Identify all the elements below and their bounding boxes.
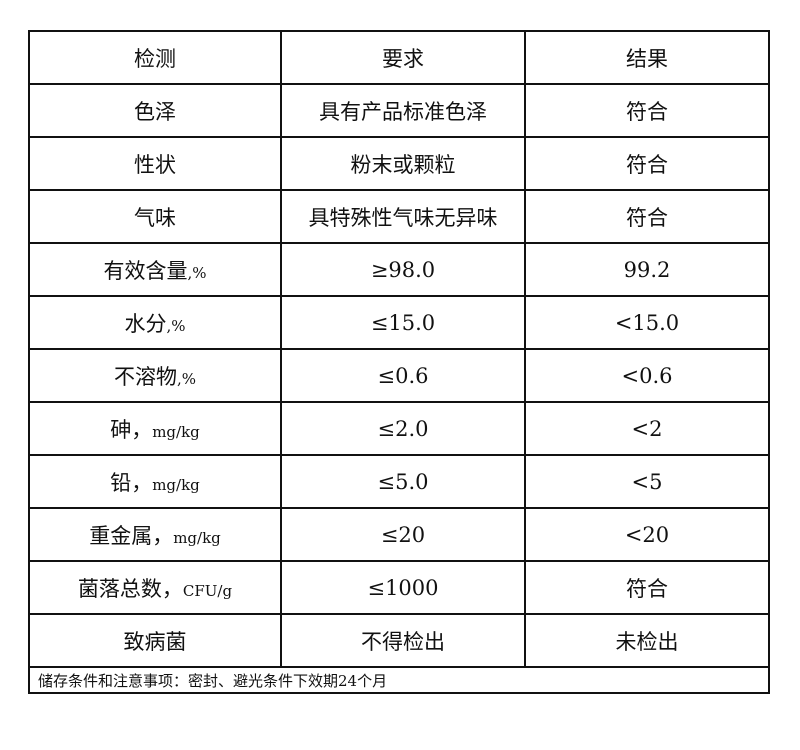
table-row: 性状 粉末或颗粒 符合 (28, 136, 770, 191)
test-item: 重金属， (89, 523, 174, 548)
test-item: 水分 (124, 311, 167, 336)
header-cell-result: 结果 (524, 30, 770, 85)
test-item-cell: 重金属，mg/kg (28, 507, 282, 562)
result-cell: 99.2 (524, 242, 770, 297)
table-row: 菌落总数，CFU/g ≤1000 符合 (28, 560, 770, 615)
test-item-cell: 菌落总数，CFU/g (28, 560, 282, 615)
result-cell: <15.0 (524, 295, 770, 350)
test-item-cell: 性状 (28, 136, 282, 191)
test-unit: ,% (176, 369, 197, 388)
table-row: 有效含量,% ≥98.0 99.2 (28, 242, 770, 297)
result-cell: <2 (524, 401, 770, 456)
requirement-cell: ≤15.0 (280, 295, 526, 350)
requirement-cell: 不得检出 (280, 613, 526, 668)
footer-row: 储存条件和注意事项：密封、避光条件下效期24个月 (28, 666, 770, 694)
test-unit: mg/kg (152, 422, 200, 441)
table-row: 铅，mg/kg ≤5.0 <5 (28, 454, 770, 509)
table-row: 气味 具特殊性气味无异味 符合 (28, 189, 770, 244)
test-unit: mg/kg (152, 475, 200, 494)
header-cell-test: 检测 (28, 30, 282, 85)
result-cell: <20 (524, 507, 770, 562)
test-item-cell: 砷，mg/kg (28, 401, 282, 456)
table-row: 色泽 具有产品标准色泽 符合 (28, 83, 770, 138)
inspection-table: 检测 要求 结果 色泽 具有产品标准色泽 符合 性状 粉末或颗粒 符合 气味 具特殊性气味无异… (28, 30, 770, 694)
test-item: 性状 (134, 152, 176, 177)
requirement-cell: ≥98.0 (280, 242, 526, 297)
result-cell: 符合 (524, 136, 770, 191)
test-item-cell: 致病菌 (28, 613, 282, 668)
table-row: 重金属，mg/kg ≤20 <20 (28, 507, 770, 562)
result-cell: 符合 (524, 83, 770, 138)
test-unit: mg/kg (173, 528, 221, 547)
test-item-cell: 不溶物,% (28, 348, 282, 403)
test-item-cell: 气味 (28, 189, 282, 244)
table-row: 不溶物,% ≤0.6 <0.6 (28, 348, 770, 403)
test-item-cell: 有效含量,% (28, 242, 282, 297)
requirement-cell: 具特殊性气味无异味 (280, 189, 526, 244)
test-unit: CFU/g (182, 581, 233, 600)
table-row: 致病菌 不得检出 未检出 (28, 613, 770, 668)
test-item: 菌落总数， (77, 576, 183, 601)
requirement-cell: ≤1000 (280, 560, 526, 615)
header-row: 检测 要求 结果 (28, 30, 770, 85)
test-item: 致病菌 (123, 629, 187, 654)
table-row: 水分,% ≤15.0 <15.0 (28, 295, 770, 350)
result-cell: <0.6 (524, 348, 770, 403)
result-cell: 符合 (524, 560, 770, 615)
result-cell: 未检出 (524, 613, 770, 668)
test-item: 不溶物 (113, 364, 177, 389)
storage-note: 储存条件和注意事项：密封、避光条件下效期24个月 (28, 666, 770, 694)
requirement-cell: ≤5.0 (280, 454, 526, 509)
test-item: 气味 (134, 205, 176, 230)
test-item: 砷， (110, 417, 153, 442)
table-row: 砷，mg/kg ≤2.0 <2 (28, 401, 770, 456)
test-unit: ,% (187, 263, 207, 282)
requirement-cell: ≤20 (280, 507, 526, 562)
result-cell: <5 (524, 454, 770, 509)
result-cell: 符合 (524, 189, 770, 244)
test-item: 色泽 (134, 99, 176, 124)
test-item-cell: 色泽 (28, 83, 282, 138)
test-item-cell: 铅，mg/kg (28, 454, 282, 509)
requirement-cell: ≤0.6 (280, 348, 526, 403)
header-cell-requirement: 要求 (280, 30, 526, 85)
requirement-cell: ≤2.0 (280, 401, 526, 456)
requirement-cell: 具有产品标准色泽 (280, 83, 526, 138)
test-item-cell: 水分,% (28, 295, 282, 350)
test-item: 铅， (110, 470, 153, 495)
requirement-cell: 粉末或颗粒 (280, 136, 526, 191)
test-item: 有效含量 (103, 258, 188, 283)
test-unit: ,% (166, 316, 186, 335)
